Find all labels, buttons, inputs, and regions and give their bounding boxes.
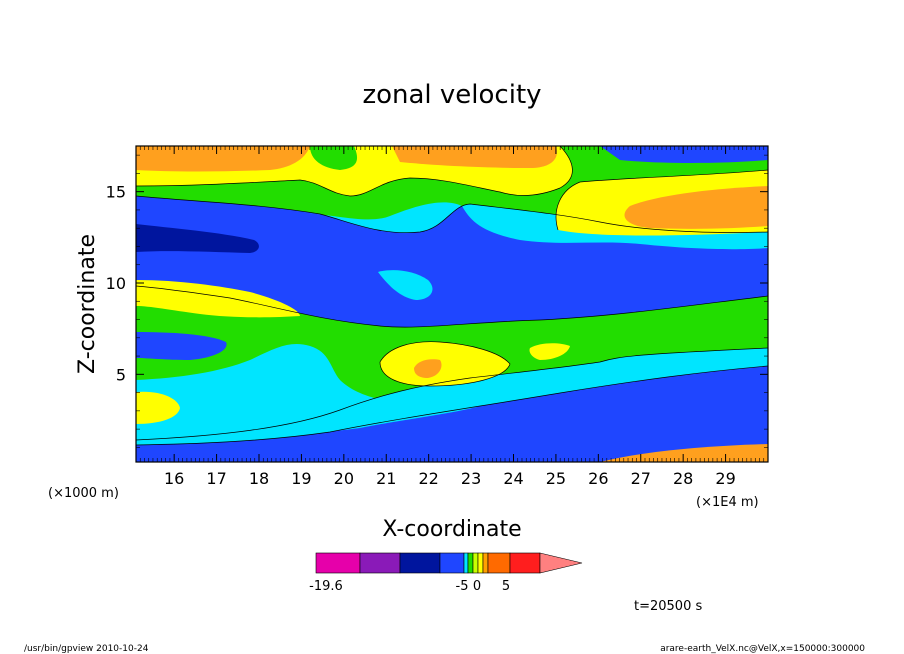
x-tick-label: 23	[461, 469, 481, 488]
y-axis-label: Z-coordinate	[75, 234, 100, 374]
x-tick-label: 29	[715, 469, 735, 488]
colorbar-extend-arrow	[539, 552, 583, 574]
region-green-top	[310, 146, 358, 170]
region-blue-left-blob	[136, 332, 227, 360]
region-cyan-island	[378, 270, 433, 300]
colorbar-segment	[477, 552, 484, 574]
colorbar-segment	[359, 552, 401, 574]
colorbar-segment	[463, 552, 469, 574]
x-unit-right: (×1E4 m)	[696, 495, 759, 510]
x-tick-label: 26	[588, 469, 608, 488]
x-tick-label: 19	[291, 469, 311, 488]
colorbar-tick-label: -19.6	[309, 579, 343, 594]
x-tick-label: 20	[334, 469, 354, 488]
colorbar-tick-label: 5	[502, 579, 510, 594]
x-tick-label: 17	[206, 469, 226, 488]
time-label: t=20500 s	[634, 599, 702, 614]
colorbar-segment	[439, 552, 465, 574]
region-lower-blue	[136, 366, 768, 462]
y-tick-marks: 5 10 15	[106, 154, 768, 448]
colorbar-segment	[482, 552, 489, 574]
y-tick-label: 15	[106, 183, 126, 202]
colorbar-segment	[472, 552, 479, 574]
colorbar-tick-label: 0	[473, 579, 481, 594]
x-tick-label: 16	[164, 469, 184, 488]
footer-right: arare-earth_VelX.nc@VelX,x=150000:300000	[660, 644, 865, 654]
colorbar-segment	[399, 552, 441, 574]
contour-lines	[136, 146, 768, 446]
plot-area	[136, 146, 768, 462]
colorbar-segment	[487, 552, 511, 574]
colorbar-segment	[509, 552, 541, 574]
region-yellow-lower-left	[136, 391, 180, 424]
x-tick-label: 21	[376, 469, 396, 488]
x-tick-label: 27	[631, 469, 651, 488]
x-tick-label: 22	[418, 469, 438, 488]
region-cyan-west	[136, 343, 500, 440]
x-tick-label: 28	[673, 469, 693, 488]
region-orange-top-mid	[392, 146, 557, 168]
region-dark-blue-core	[136, 224, 259, 253]
x-tick-label: 24	[503, 469, 523, 488]
x-tick-label: 25	[546, 469, 566, 488]
colorbar: -19.6 -5 0 5	[309, 552, 583, 594]
region-orange-center-blob	[414, 359, 442, 378]
x-tick-label: 18	[249, 469, 269, 488]
region-yellow-center-blob	[380, 341, 510, 386]
region-orange-right	[624, 186, 768, 229]
colorbar-segment	[315, 552, 361, 574]
y-tick-label: 10	[106, 274, 126, 293]
region-yellow-small-blob	[529, 343, 570, 360]
region-orange-top-left	[136, 146, 310, 172]
plot-frame	[135, 145, 769, 463]
region-yellow-left	[136, 280, 300, 318]
footer-left: /usr/bin/gpview 2010-10-24	[24, 644, 149, 654]
y-tick-label: 5	[116, 365, 126, 384]
chart-title: zonal velocity	[362, 80, 541, 110]
region-cyan-ridge	[300, 202, 768, 250]
colorbar-tick-label: -5	[456, 579, 469, 594]
colorbar-segment	[467, 552, 474, 574]
x-unit-left: (×1000 m)	[48, 486, 119, 501]
x-tick-marks: 16 17 18 19 20 21 22 23 24 25 26 27 28 29	[135, 146, 765, 488]
x-axis-label: X-coordinate	[382, 517, 521, 542]
region-lower-cyan	[136, 348, 768, 445]
